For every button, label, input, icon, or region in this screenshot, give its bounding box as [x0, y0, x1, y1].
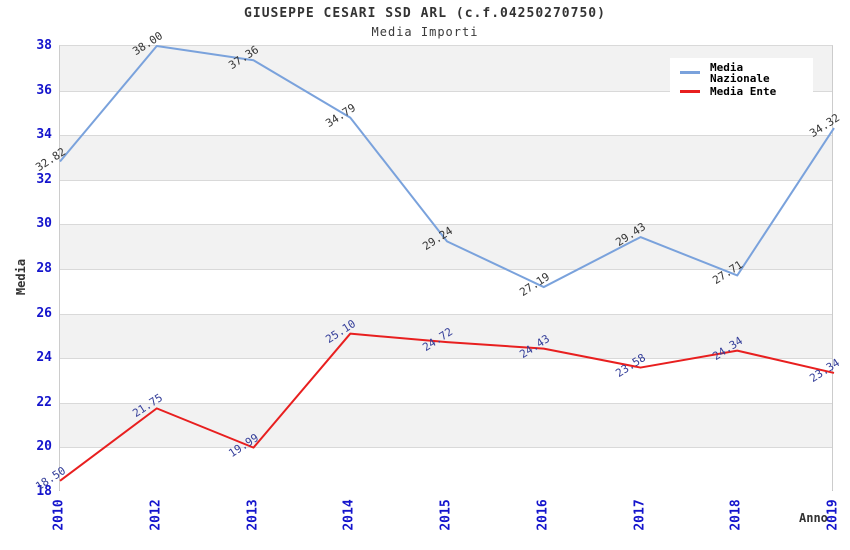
y-tick-label: 28 [36, 261, 52, 276]
legend: Media Nazionale Media Ente [670, 58, 813, 106]
legend-item-media-nazionale: Media Nazionale [680, 60, 805, 85]
plot-band [60, 179, 832, 225]
media-nazionale-line-swatch [680, 71, 700, 74]
y-gridline [60, 90, 832, 92]
y-axis-label: Media [14, 258, 28, 296]
x-tick-label: 2016 [535, 499, 551, 531]
plot-band [60, 135, 832, 180]
y-gridline [60, 313, 832, 315]
x-tick-label: 2014 [341, 499, 357, 531]
y-tick-label: 26 [36, 305, 52, 321]
y-gridline [60, 179, 832, 181]
y-gridline [60, 224, 832, 226]
x-tick-label: 2010 [51, 499, 67, 531]
x-axis-label: Anno [799, 511, 828, 525]
x-tick-label: 2017 [632, 499, 647, 531]
x-tick-label: 2012 [148, 499, 164, 531]
y-gridline [60, 269, 832, 270]
y-gridline [60, 358, 832, 360]
chart-lines [59, 45, 835, 482]
line-media-nazionale [59, 45, 835, 289]
y-tick-label: 30 [36, 216, 52, 232]
y-tick-label: 20 [36, 439, 52, 455]
legend-label-media-ente: Media Ente [710, 85, 777, 98]
media-ente-line-swatch [680, 90, 700, 93]
y-tick-label: 18 [36, 484, 52, 499]
y-tick-label: 34 [36, 127, 52, 143]
plot-band [60, 402, 832, 448]
y-tick-label: 24 [36, 350, 52, 366]
x-tick-label: 2013 [245, 499, 260, 531]
y-tick-label: 36 [36, 82, 52, 98]
y-tick-label: 32 [36, 171, 52, 187]
line-media-ente [59, 332, 835, 482]
legend-label-media-nazionale: Media Nazionale [710, 60, 770, 85]
chart-title: GIUSEPPE CESARI SSD ARL (c.f.04250270750… [244, 6, 606, 21]
y-tick-label: 38 [36, 38, 52, 53]
y-tick-label: 22 [36, 394, 52, 410]
plot-band [60, 269, 832, 314]
plot-band [60, 447, 832, 492]
plot-band [60, 313, 832, 359]
chart-subtitle: Media Importi [371, 25, 479, 39]
y-gridline [60, 402, 832, 404]
x-tick-label: 2015 [438, 499, 454, 531]
x-tick-label: 2018 [728, 499, 744, 531]
plot-band [60, 358, 832, 403]
y-gridline [60, 135, 832, 137]
y-gridline [60, 447, 832, 449]
plot-area [59, 45, 835, 492]
legend-item-media-ente: Media Ente [680, 82, 805, 101]
